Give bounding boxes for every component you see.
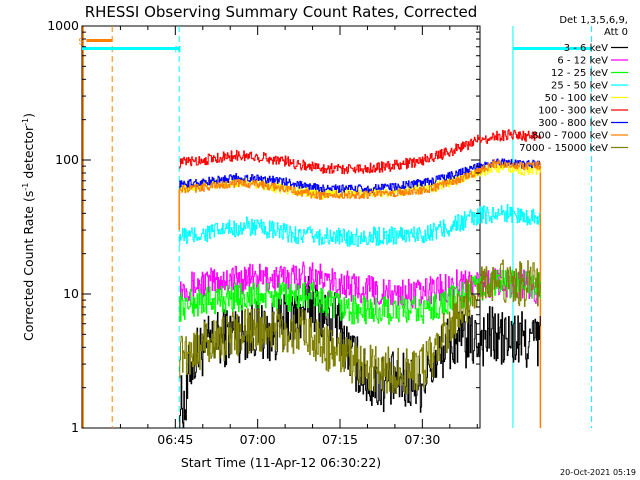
series-line-0: [179, 275, 541, 429]
x-tick-label: 07:30: [404, 432, 440, 447]
legend-header: Det 1,3,5,6,9,: [559, 15, 628, 26]
series-line-7: [179, 159, 541, 200]
overlay-lines: SN: [78, 26, 592, 428]
legend-label: 300 - 800 keV: [538, 118, 608, 129]
series-line-3: [179, 204, 541, 247]
legend: Det 1,3,5,6,9,Att 0 3 - 6 keV 6 - 12 keV12…: [519, 15, 628, 154]
series-line-6: [179, 158, 541, 193]
y-tick-label: 1000: [47, 18, 79, 33]
y-tick-label: 100: [55, 152, 79, 167]
annotation-s: S: [78, 37, 84, 47]
legend-label: 12 - 25 keV: [551, 68, 608, 79]
legend-label: 100 - 300 keV: [538, 106, 608, 117]
legend-header: Att 0: [604, 27, 628, 38]
annotation-n: N: [174, 45, 181, 55]
series-layer: [179, 129, 541, 429]
legend-label: 25 - 50 keV: [551, 81, 608, 92]
footer-date: 20-Oct-2021 05:19: [560, 468, 636, 477]
legend-label: 6 - 12 keV: [557, 56, 608, 67]
series-line-8: [179, 259, 541, 395]
series-line-5: [179, 129, 541, 175]
legend-label: 800 - 7000 keV: [532, 131, 608, 142]
y-tick-label: 10: [63, 286, 79, 301]
axis-layer: 1 10 100 1000 06:45 07:00 07:15 07:30: [47, 18, 480, 447]
chart-title: RHESSI Observing Summary Count Rates, Co…: [85, 3, 478, 21]
x-tick-label: 06:45: [157, 432, 193, 447]
y-axis-label: Corrected Count Rate (s-1 detector-1): [21, 113, 36, 341]
legend-label: 3 - 6 keV: [564, 43, 608, 54]
series-line-4: [179, 161, 541, 200]
x-axis-label: Start Time (11-Apr-12 06:30:22): [181, 455, 381, 470]
legend-label: 50 - 100 keV: [545, 93, 609, 104]
legend-label: 7000 - 15000 keV: [519, 143, 608, 154]
y-tick-label: 1: [71, 420, 79, 435]
plot-frame: [81, 25, 481, 429]
x-tick-label: 07:15: [322, 432, 358, 447]
x-tick-label: 07:00: [240, 432, 276, 447]
